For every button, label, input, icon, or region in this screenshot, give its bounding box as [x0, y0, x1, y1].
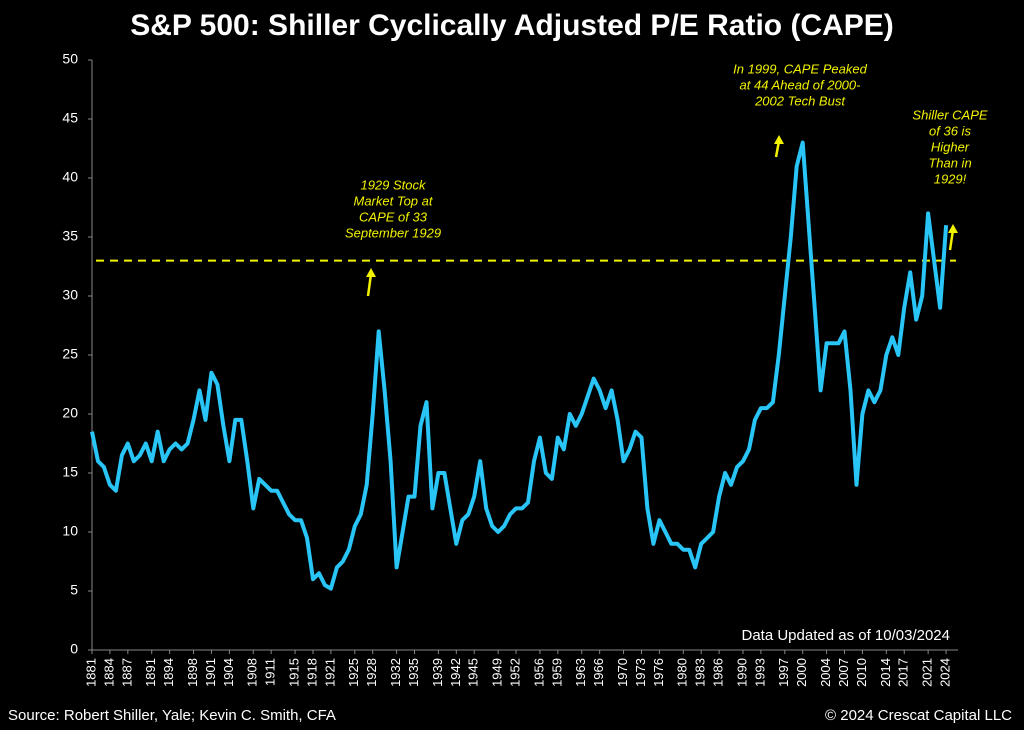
- y-tick-label: 20: [62, 405, 78, 421]
- y-tick-label: 10: [62, 523, 78, 539]
- y-tick-label: 15: [62, 464, 78, 480]
- x-tick-label: 2024: [937, 658, 952, 687]
- x-tick-label: 1997: [776, 658, 791, 687]
- x-tick-label: 1884: [101, 658, 116, 687]
- source: Source: Robert Shiller, Yale; Kevin C. S…: [8, 707, 336, 724]
- annotation: Shiller CAPE: [912, 107, 987, 122]
- x-tick-label: 1901: [203, 658, 218, 687]
- x-tick-label: 1911: [263, 658, 278, 686]
- x-tick-label: 1970: [615, 658, 630, 687]
- x-tick-label: 1932: [388, 658, 403, 687]
- x-tick-label: 1980: [675, 658, 690, 687]
- x-tick-label: 1898: [185, 658, 200, 687]
- y-tick-label: 0: [70, 641, 78, 657]
- x-tick-label: 2000: [794, 658, 809, 687]
- update-note: Data Updated as of 10/03/2024: [742, 627, 951, 644]
- x-tick-label: 2017: [896, 658, 911, 687]
- annotation: Than in: [928, 155, 971, 170]
- x-tick-label: 1990: [734, 658, 749, 687]
- x-tick-label: 1956: [531, 658, 546, 687]
- x-tick-label: 1949: [490, 658, 505, 687]
- x-tick-label: 1986: [711, 658, 726, 687]
- x-tick-label: 2010: [854, 658, 869, 687]
- cape-line: [90, 140, 949, 591]
- x-tick-label: 1891: [143, 658, 158, 687]
- x-tick-label: 1939: [430, 658, 445, 687]
- x-tick-label: 1963: [573, 658, 588, 687]
- x-tick-label: 1966: [591, 658, 606, 687]
- y-tick-label: 45: [62, 110, 78, 126]
- arrow-head: [948, 224, 958, 233]
- x-tick-label: 1928: [364, 658, 379, 687]
- x-tick-label: 1973: [633, 658, 648, 687]
- y-tick-label: 35: [62, 228, 78, 244]
- arrow-shaft: [366, 273, 373, 297]
- x-tick-label: 1887: [119, 658, 134, 687]
- annotation: Higher: [931, 139, 970, 154]
- x-tick-label: 1959: [549, 658, 564, 687]
- x-tick-label: 1915: [286, 658, 301, 687]
- x-tick-label: 1935: [406, 658, 421, 687]
- annotation: 2002 Tech Bust: [754, 93, 846, 108]
- y-tick-label: 25: [62, 346, 78, 362]
- annotation: of 36 is: [929, 123, 971, 138]
- x-tick-label: 2004: [818, 658, 833, 687]
- arrow-head: [774, 135, 784, 144]
- x-tick-label: 1904: [221, 658, 236, 687]
- copyright: © 2024 Crescat Capital LLC: [825, 707, 1012, 724]
- x-tick-label: 2014: [878, 658, 893, 687]
- y-tick-label: 50: [62, 51, 78, 67]
- x-tick-label: 1942: [448, 658, 463, 687]
- x-tick-label: 1918: [304, 658, 319, 687]
- x-tick-label: 1925: [346, 658, 361, 687]
- annotation: 1929 Stock: [360, 177, 427, 192]
- x-tick-label: 1945: [466, 658, 481, 687]
- y-tick-label: 40: [62, 169, 78, 185]
- x-tick-label: 1881: [83, 658, 98, 687]
- arrow-head: [366, 268, 376, 277]
- x-tick-label: 1894: [161, 658, 176, 687]
- y-tick-label: 5: [70, 582, 78, 598]
- annotation: CAPE of 33: [359, 209, 428, 224]
- x-tick-label: 1908: [245, 658, 260, 687]
- x-tick-label: 1993: [752, 658, 767, 687]
- x-tick-label: 2021: [920, 658, 935, 687]
- x-tick-label: 1983: [693, 658, 708, 687]
- arrow-shaft: [948, 229, 955, 251]
- annotation: at 44 Ahead of 2000-: [740, 77, 862, 92]
- annotation: 1929!: [934, 171, 967, 186]
- x-tick-label: 1952: [507, 658, 522, 687]
- annotation: In 1999, CAPE Peaked: [733, 61, 867, 76]
- x-tick-label: 1976: [651, 658, 666, 687]
- x-tick-label: 2007: [836, 658, 851, 687]
- annotation: Market Top at: [353, 193, 433, 208]
- x-tick-label: 1921: [322, 658, 337, 687]
- annotation: September 1929: [345, 225, 441, 240]
- y-tick-label: 30: [62, 287, 78, 303]
- chart-title: S&P 500: Shiller Cyclically Adjusted P/E…: [130, 9, 894, 42]
